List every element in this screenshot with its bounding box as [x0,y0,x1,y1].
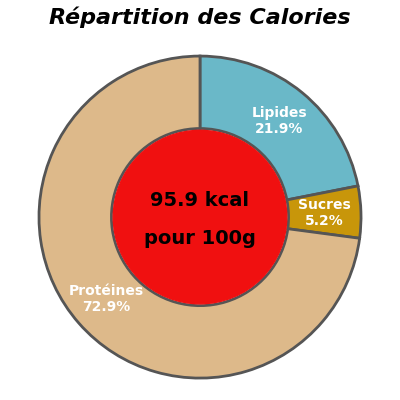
Circle shape [113,130,287,304]
Text: Sucres
5.2%: Sucres 5.2% [298,198,351,228]
Wedge shape [39,56,360,378]
Wedge shape [287,186,361,238]
Title: Répartition des Calories: Répartition des Calories [49,7,351,28]
Text: Lipides
21.9%: Lipides 21.9% [252,106,307,136]
Text: pour 100g: pour 100g [144,228,256,248]
Text: 95.9 kcal: 95.9 kcal [150,192,250,210]
Wedge shape [200,56,358,200]
Text: Protéines
72.9%: Protéines 72.9% [68,284,144,314]
